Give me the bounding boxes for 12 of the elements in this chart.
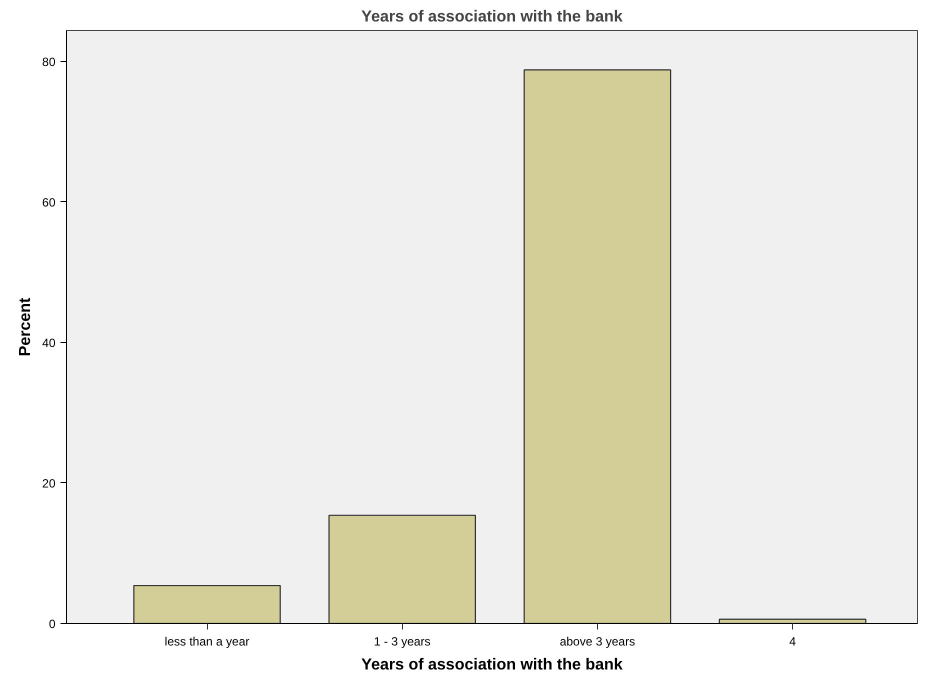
- y-tick-label: 0: [48, 617, 56, 631]
- y-tick-label: 20: [42, 476, 56, 490]
- y-axis-title: Percent: [17, 296, 34, 356]
- y-tick-label: 60: [42, 195, 56, 210]
- x-tick-label: less than a year: [164, 634, 250, 648]
- chart-title: Years of association with the bank: [361, 8, 623, 26]
- y-tick-label: 80: [42, 54, 56, 69]
- x-tick-label: 4: [789, 634, 796, 648]
- x-tick-label: above 3 years: [560, 634, 636, 648]
- x-tick-label: 1 - 3 years: [374, 634, 431, 648]
- y-tick-label: 40: [42, 336, 56, 350]
- x-axis-title: Years of association with the bank: [361, 656, 623, 674]
